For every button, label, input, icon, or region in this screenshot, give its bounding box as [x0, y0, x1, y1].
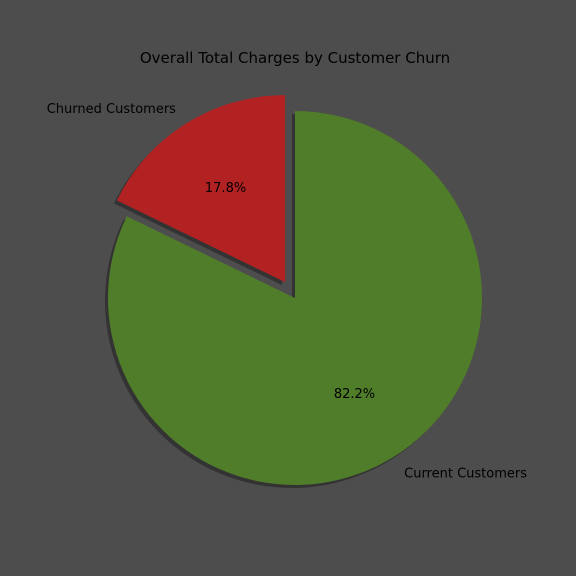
slice-percent-churned-customers: 17.8% [205, 181, 246, 196]
chart-title: Overall Total Charges by Customer Churn [140, 49, 450, 67]
slice-layer [108, 95, 483, 485]
label-layer: Churned Customers 17.8% Current Customers 8… [47, 102, 527, 482]
slice-label-churned-customers: Churned Customers [47, 102, 176, 117]
pie-slice-churned-customers [116, 95, 286, 283]
slice-percent-current-customers: 82.2% [334, 387, 375, 402]
slice-label-current-customers: Current Customers [404, 466, 527, 481]
pie-slice-current-customers [108, 111, 483, 485]
